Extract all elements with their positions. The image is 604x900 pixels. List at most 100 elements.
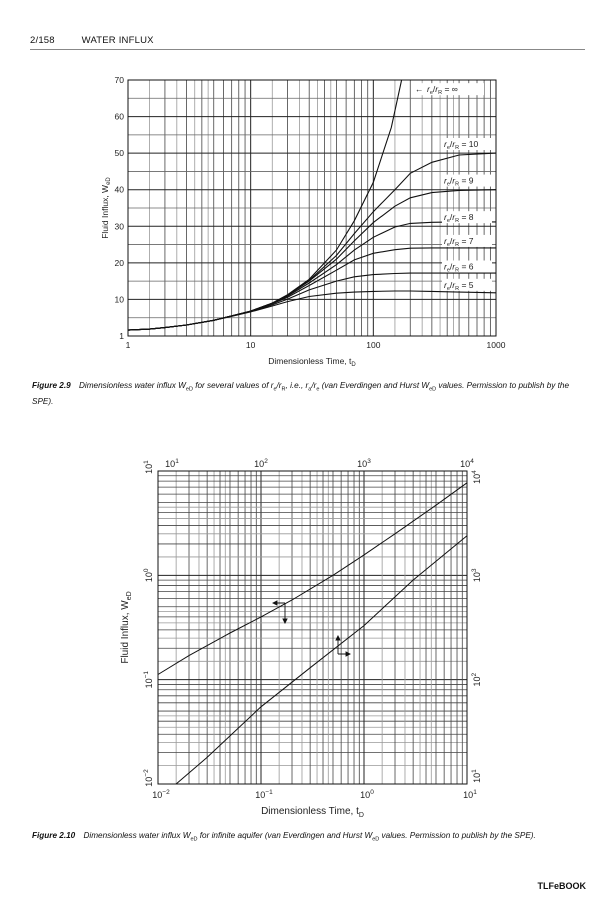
x-tick-label-bottom: 101 [463, 789, 477, 800]
label-sub: R [438, 90, 442, 96]
label-r: r [452, 262, 456, 272]
label-r: r [444, 236, 448, 246]
y-tick-label-left: 10−1 [143, 671, 154, 689]
figure-2-9-chart: 1 10 100 1000 1 10 20 30 40 50 60 70 Dimensionless T… [100, 75, 506, 368]
axis-label-subscript: D [359, 812, 364, 819]
caption-subscript: a [308, 386, 312, 393]
label-r: r [427, 84, 431, 94]
arrow-left-down-icon [271, 600, 288, 625]
page-header: 2/158 WATER INFLUX [30, 35, 178, 46]
x-tick-label-top: 101 [165, 458, 179, 469]
label-value: = 8 [459, 212, 474, 222]
tick-exponent: 4 [471, 470, 478, 474]
axis-label-text: Dimensionless Time, t [268, 356, 352, 366]
header-rule [30, 49, 585, 50]
curve-label: re/rR = 7 [444, 236, 474, 248]
tick-exponent: 1 [175, 458, 179, 465]
caption-subscript: eD [429, 386, 437, 393]
axis-label-subscript: eD [106, 177, 112, 185]
y-tick-label-left: 100 [143, 568, 154, 582]
x-tick-label: 1000 [487, 340, 506, 350]
tick-exponent: 2 [471, 672, 478, 676]
label-sub: R [455, 286, 459, 292]
y-tick-label: 30 [115, 221, 125, 231]
figure-2-10-caption: Figure 2.10 Dimensionless water influx W… [32, 830, 577, 846]
y-tick-label: 70 [115, 75, 125, 85]
caption-fragment: (van Everdingen and Hurst W [319, 381, 430, 390]
axis-label-text: Fluid Influx, W [100, 185, 110, 239]
arrow-left-icon: ← [415, 84, 424, 94]
tick-exponent: 1 [143, 460, 150, 464]
caption-label: Figure 2.10 [32, 831, 76, 840]
caption-fragment: for several values of r [192, 381, 274, 390]
curve-label-background [442, 234, 492, 247]
label-sub: R [455, 242, 459, 248]
label-sub: R [455, 268, 459, 274]
caption-fragment: for infinite aquifer (van Everdingen and… [197, 831, 373, 840]
curve-label-background [442, 211, 492, 224]
label-value: = 6 [459, 262, 474, 272]
label-sub: e [447, 182, 450, 188]
y-tick-label: 50 [115, 148, 125, 158]
caption-subscript: R [281, 386, 286, 393]
tick-base: 10 [463, 790, 473, 800]
curve-top-right [175, 535, 468, 785]
label-sub: e [447, 242, 450, 248]
tick-base: 10 [472, 676, 482, 686]
caption-fragment: values. Permission to publish by the SPE… [379, 831, 536, 840]
y-tick-label: 40 [115, 185, 125, 195]
tick-base: 10 [472, 474, 482, 484]
tick-exponent: 3 [471, 568, 478, 572]
tick-base: 10 [460, 459, 470, 469]
label-r: r [452, 176, 456, 186]
label-r: r [444, 280, 448, 290]
label-r: r [452, 212, 456, 222]
label-sub: R [455, 182, 459, 188]
plot-frame [127, 79, 497, 337]
caption-fragment: /r [311, 381, 317, 390]
arrow-up-right-icon [335, 634, 352, 657]
tick-base: 10 [152, 790, 162, 800]
curve-infinite [127, 79, 403, 331]
label-r: r [444, 139, 448, 149]
y-tick-label: 10 [115, 294, 125, 304]
y-tick-label-right: 104 [471, 470, 482, 484]
tick-exponent: −2 [143, 769, 150, 777]
label-value: = 7 [459, 236, 474, 246]
y-tick-label-left: 10−2 [143, 769, 154, 787]
curve-bottom-left [157, 482, 468, 675]
page-number: 2/158 [30, 35, 55, 46]
label-r: r [444, 212, 448, 222]
tick-base: 10 [472, 572, 482, 582]
tick-base: 10 [254, 459, 264, 469]
label-r: r [452, 236, 456, 246]
tick-base: 10 [144, 678, 154, 688]
label-r: r [435, 84, 439, 94]
axis-label-subscript: D [351, 362, 356, 368]
x-tick-label: 100 [366, 340, 380, 350]
label-sub: R [455, 218, 459, 224]
y-tick-label-right: 102 [471, 672, 482, 686]
label-r: r [444, 262, 448, 272]
tick-base: 10 [144, 777, 154, 787]
caption-fragment: , i.e., r [285, 381, 309, 390]
curve-label-background [442, 138, 492, 150]
curve-label-background [442, 278, 492, 291]
tick-exponent: 4 [470, 458, 474, 465]
running-title: WATER INFLUX [81, 35, 154, 46]
label-value: = 9 [459, 176, 474, 186]
label-value: = 5 [459, 280, 474, 290]
caption-fragment: Dimensionless water influx W [76, 381, 186, 390]
curve-label: re/rR = 5 [444, 280, 474, 292]
caption-fragment: Dimensionless water influx W [81, 831, 191, 840]
curve-label: re/rR = 9 [444, 176, 474, 188]
label-sub: e [447, 218, 450, 224]
x-axis-label: Dimensionless Time, tD [261, 806, 364, 819]
label-slash: / [450, 236, 453, 246]
y-tick-label-right: 103 [471, 568, 482, 582]
label-sub: e [447, 268, 450, 274]
caption-subscript: eD [372, 836, 380, 843]
caption-text: Dimensionless water influx W eD for infin… [81, 831, 536, 843]
y-tick-label-left: 101 [143, 460, 154, 474]
